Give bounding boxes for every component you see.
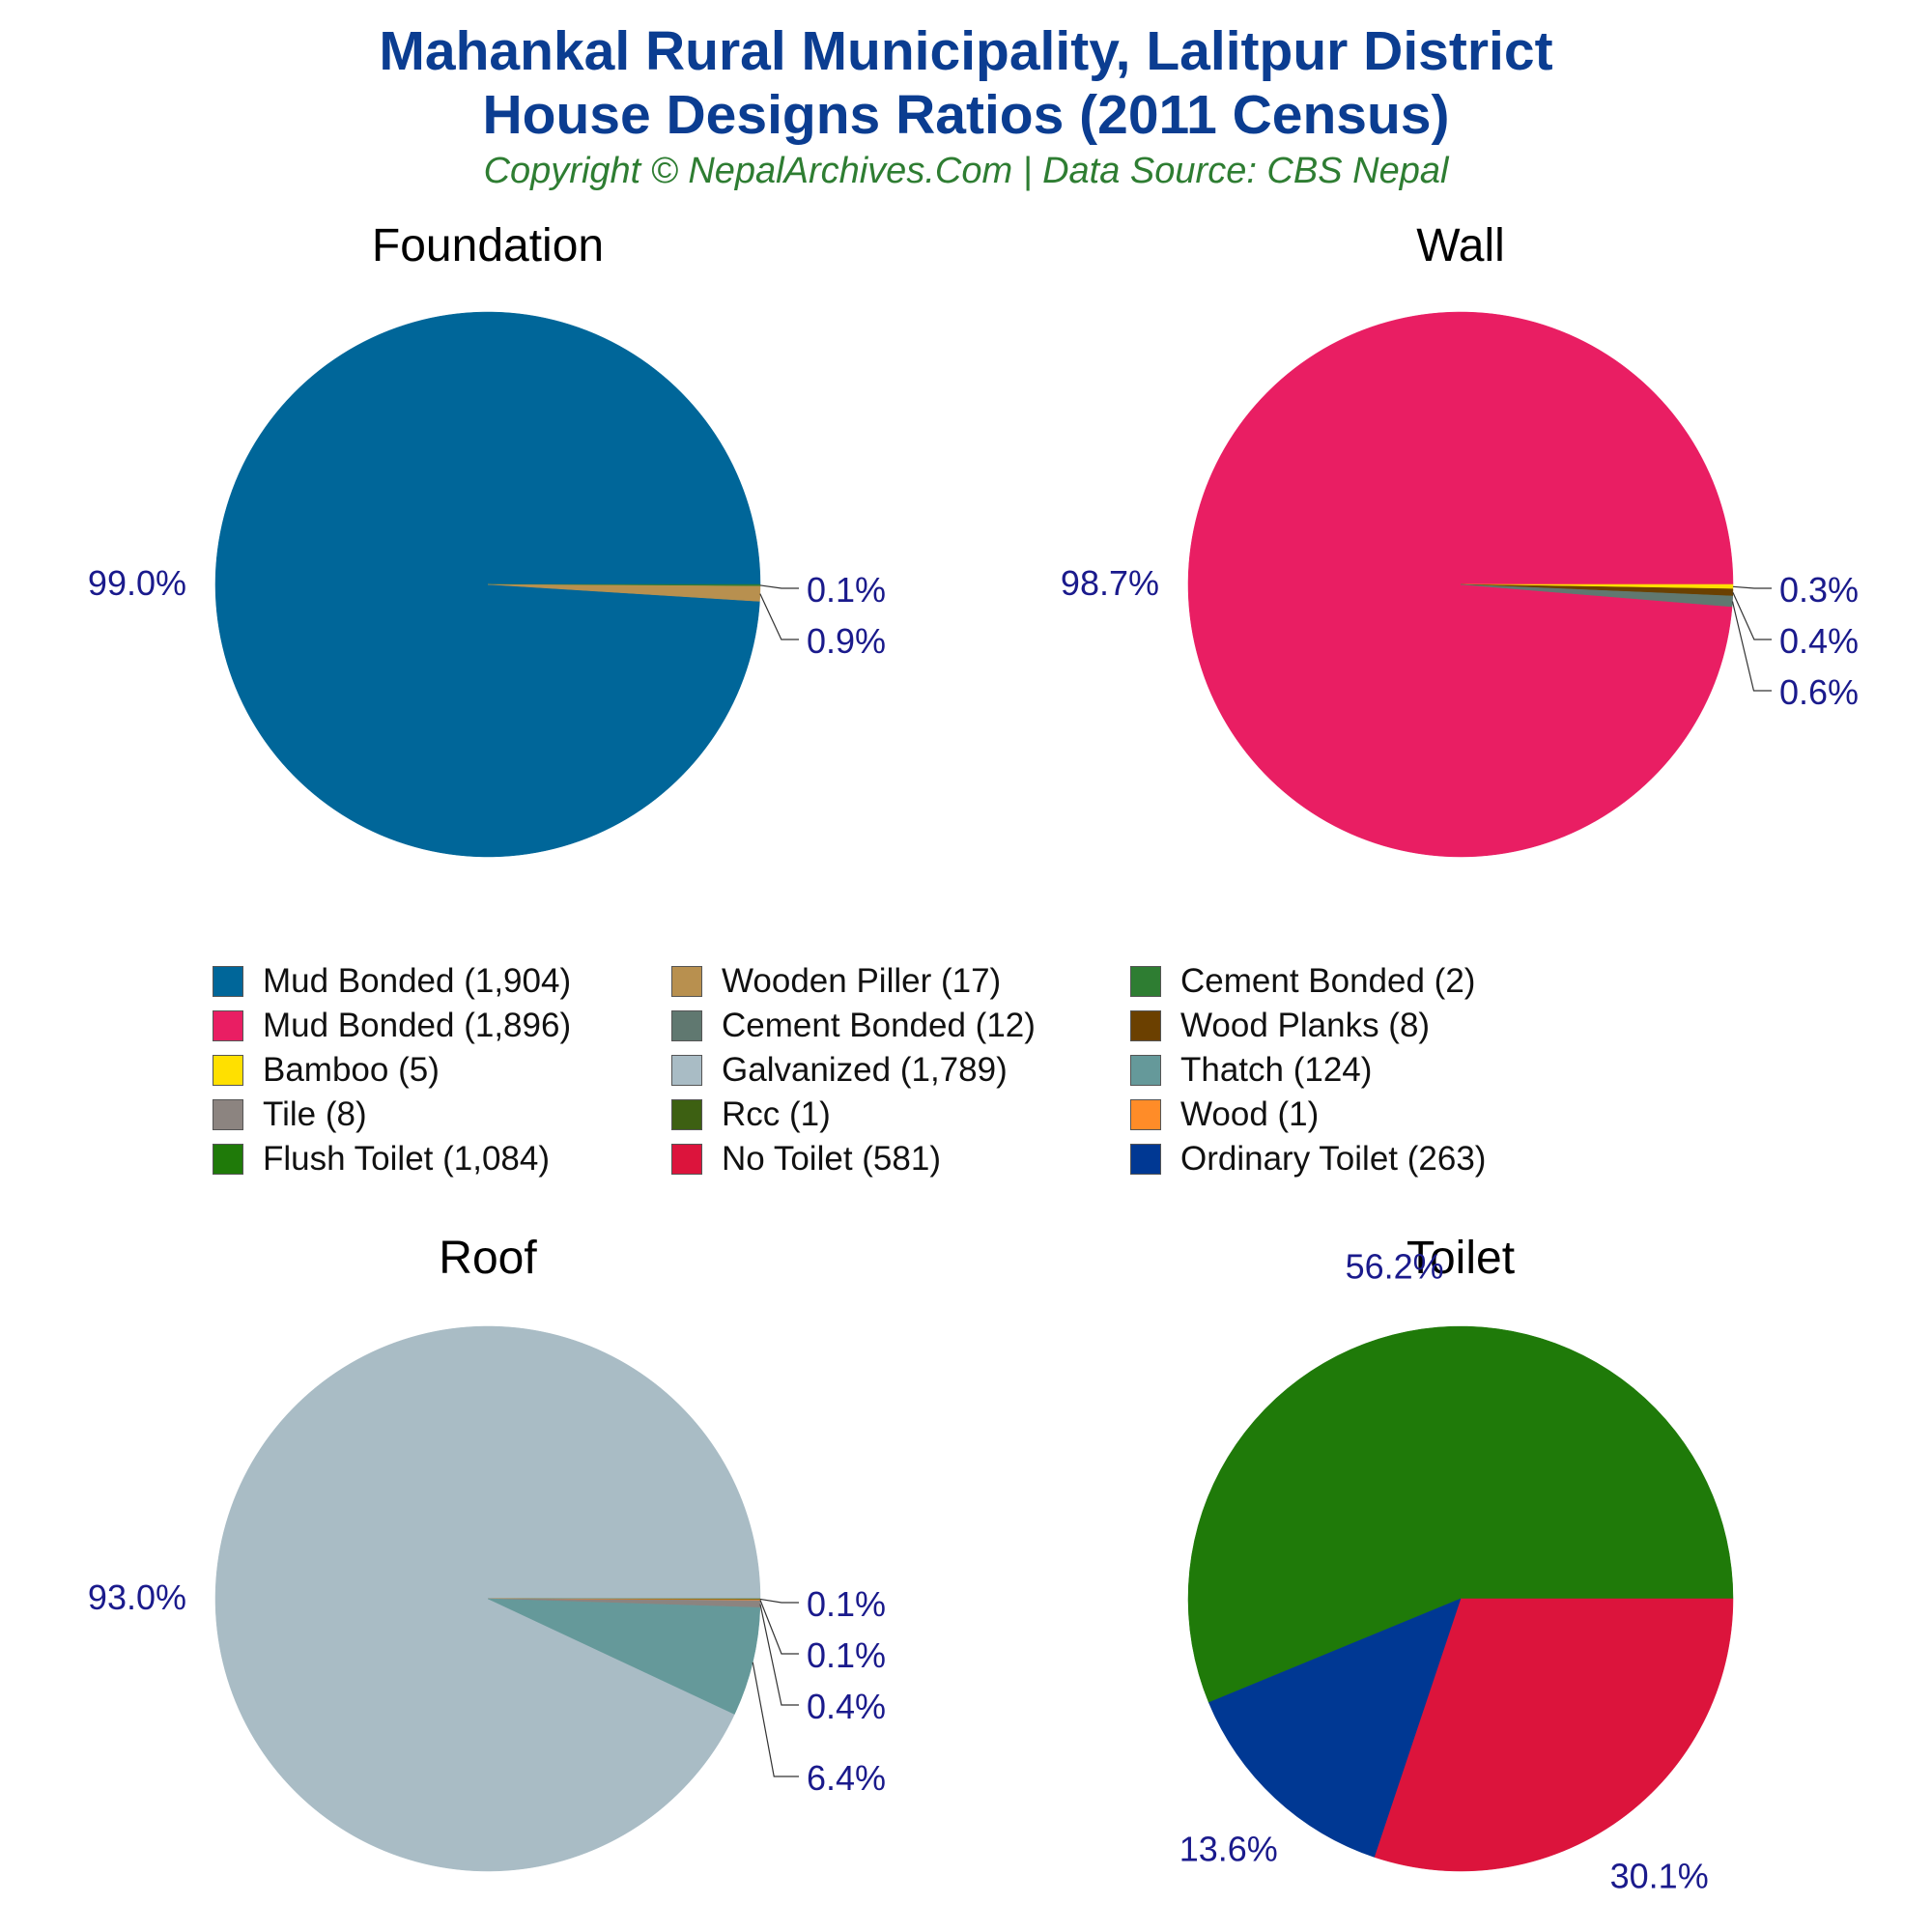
legend-label: Galvanized (1,789) (722, 1051, 1008, 1089)
legend-item: Wood (1) (1130, 1095, 1613, 1133)
legend-label: Cement Bonded (2) (1180, 962, 1476, 1000)
pie-leader-line (759, 593, 799, 640)
pie-percent-label: 0.1% (807, 1584, 886, 1624)
pie-percent-label: 56.2% (1346, 1247, 1444, 1287)
legend-item: Bamboo (5) (213, 1051, 671, 1089)
pie-leader-line (759, 1604, 799, 1706)
legend-swatch (213, 1144, 243, 1175)
legend-item: Wood Planks (8) (1130, 1007, 1613, 1044)
pie-percent-label: 6.4% (807, 1758, 886, 1798)
legend: Mud Bonded (1,904) Wooden Piller (17) Ceme… (213, 962, 1719, 1178)
chart-title-line2: House Designs Ratios (2011 Census) (482, 84, 1450, 146)
pie-slice (487, 1598, 761, 1715)
legend-item: Thatch (124) (1130, 1051, 1613, 1089)
legend-swatch (671, 1010, 702, 1041)
legend-item: Tile (8) (213, 1095, 671, 1133)
pie-percent-label: 0.9% (807, 621, 886, 661)
pie-percent-label: 13.6% (1179, 1829, 1278, 1868)
pie-slice (1187, 1325, 1734, 1703)
legend-item: Mud Bonded (1,896) (213, 1007, 671, 1044)
legend-swatch (671, 966, 702, 997)
legend-label: Tile (8) (263, 1095, 367, 1133)
legend-item: Flush Toilet (1,084) (213, 1140, 671, 1178)
legend-item: Wooden Piller (17) (671, 962, 1130, 1000)
legend-swatch (1130, 1144, 1161, 1175)
legend-label: Wood (1) (1180, 1095, 1320, 1133)
legend-label: Flush Toilet (1,084) (263, 1140, 551, 1178)
legend-swatch (671, 1144, 702, 1175)
legend-label: Cement Bonded (12) (722, 1007, 1036, 1044)
pie-percent-label: 30.1% (1610, 1857, 1709, 1896)
legend-label: Ordinary Toilet (263) (1180, 1140, 1487, 1178)
legend-swatch (1130, 1099, 1161, 1130)
pie-percent-label: 0.1% (807, 570, 886, 610)
pie-percent-label: 0.1% (807, 1635, 886, 1675)
legend-label: Bamboo (5) (263, 1051, 440, 1089)
legend-label: Mud Bonded (1,896) (263, 1007, 572, 1044)
legend-item: Galvanized (1,789) (671, 1051, 1130, 1089)
legend-label: Wooden Piller (17) (722, 962, 1002, 1000)
legend-swatch (213, 966, 243, 997)
pie-title: Foundation (372, 220, 604, 271)
pie-chart-roof: Roof 93.0% 0.1% 0.1% 0.4% 6.4% (88, 1233, 886, 1872)
legend-swatch (213, 1099, 243, 1130)
pie-title: Toilet (1406, 1233, 1515, 1284)
legend-swatch (1130, 1010, 1161, 1041)
legend-item: No Toilet (581) (671, 1140, 1130, 1178)
pie-title: Roof (439, 1233, 537, 1284)
legend-swatch (1130, 1055, 1161, 1086)
pie-leader-line (1732, 585, 1772, 589)
legend-label: Wood Planks (8) (1180, 1007, 1431, 1044)
legend-item: Rcc (1) (671, 1095, 1130, 1133)
legend-label: Rcc (1) (722, 1095, 831, 1133)
legend-item: Mud Bonded (1,904) (213, 962, 671, 1000)
pie-percent-label: 0.3% (1779, 570, 1859, 610)
legend-item: Ordinary Toilet (263) (1130, 1140, 1613, 1178)
pie-percent-label: 98.7% (1061, 563, 1159, 603)
legend-label: Mud Bonded (1,904) (263, 962, 572, 1000)
legend-label: Thatch (124) (1180, 1051, 1373, 1089)
pie-percent-label: 0.4% (807, 1687, 886, 1726)
pie-leader-line (759, 1598, 799, 1604)
pie-slice (1208, 1598, 1462, 1858)
pie-leader-line (1731, 601, 1772, 692)
pie-slice (214, 1325, 761, 1872)
legend-swatch (671, 1055, 702, 1086)
pie-leader-line (759, 584, 799, 589)
legend-swatch (213, 1055, 243, 1086)
pie-percent-label: 0.4% (1779, 621, 1859, 661)
pie-title: Wall (1416, 220, 1505, 271)
pie-chart-wall: Wall 98.7% 0.3% 0.4% 0.6% (1061, 220, 1859, 858)
chart-title-line1: Mahankal Rural Municipality, Lalitpur Di… (379, 20, 1553, 82)
legend-swatch (671, 1099, 702, 1130)
pie-leader-line (1732, 592, 1772, 640)
pie-percent-label: 99.0% (88, 563, 186, 603)
pie-percent-label: 93.0% (88, 1577, 186, 1617)
pie-chart-foundation: Foundation 99.0% 0.1% 0.9% (88, 220, 886, 858)
pie-slice (1374, 1598, 1734, 1872)
legend-label: No Toilet (581) (722, 1140, 941, 1178)
legend-item: Cement Bonded (2) (1130, 962, 1613, 1000)
pie-percent-label: 0.6% (1779, 672, 1859, 712)
legend-item: Cement Bonded (12) (671, 1007, 1130, 1044)
pie-leader-line (752, 1662, 799, 1777)
chart-subtitle: Copyright © NepalArchives.Com | Data Sou… (483, 151, 1449, 191)
pie-slice (487, 583, 761, 602)
pie-leader-line (759, 1600, 799, 1655)
legend-swatch (1130, 966, 1161, 997)
legend-swatch (213, 1010, 243, 1041)
